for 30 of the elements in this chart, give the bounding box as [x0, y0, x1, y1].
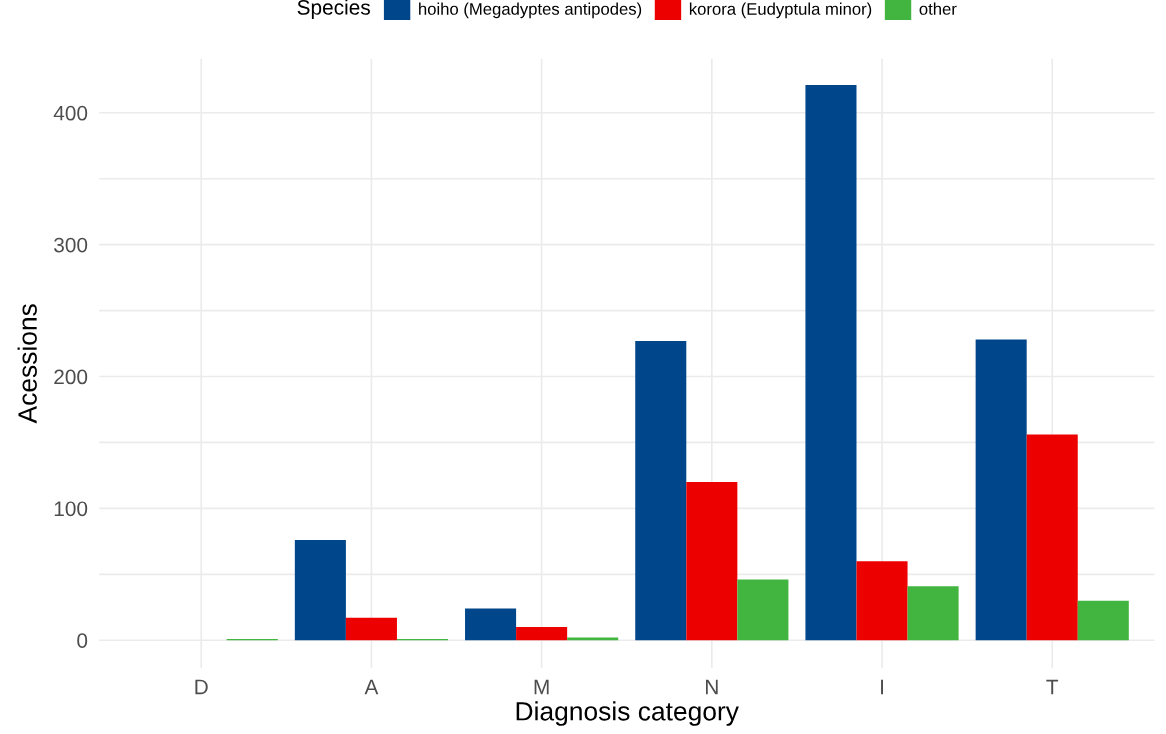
bar [737, 579, 789, 641]
y-tick-label: 200 [54, 369, 88, 385]
bar [345, 617, 397, 641]
y-axis-title: Acessions [17, 304, 37, 424]
bar [686, 482, 738, 641]
x-tick-label: I [881, 679, 883, 695]
y-tick-label: 400 [53, 105, 88, 121]
legend-label: korora (Eudyptula minor) [689, 2, 872, 19]
x-tick-label: D [195, 679, 208, 695]
legend-label: hoiho (Megadyptes antipodes) [419, 2, 642, 19]
y-tick-label: 100 [54, 501, 88, 517]
bar [805, 85, 857, 641]
bar [465, 608, 517, 641]
bar [635, 340, 687, 641]
x-tick-label: A [364, 679, 379, 695]
x-tick-label: N [706, 679, 718, 695]
x-axis-title: Diagnosis category [516, 701, 739, 726]
x-tick-label: T [1046, 679, 1059, 695]
legend-title: Species [297, 0, 370, 19]
x-tick-label: M [534, 679, 549, 695]
bar [856, 561, 908, 641]
bar [294, 540, 346, 641]
y-tick-label: 300 [54, 237, 88, 253]
bar [516, 627, 568, 641]
bar [1026, 434, 1078, 641]
bar [975, 339, 1027, 641]
bar [907, 586, 959, 641]
legend-label: other [919, 2, 957, 15]
y-tick-label: 0 [77, 633, 88, 648]
bar [1077, 600, 1129, 641]
